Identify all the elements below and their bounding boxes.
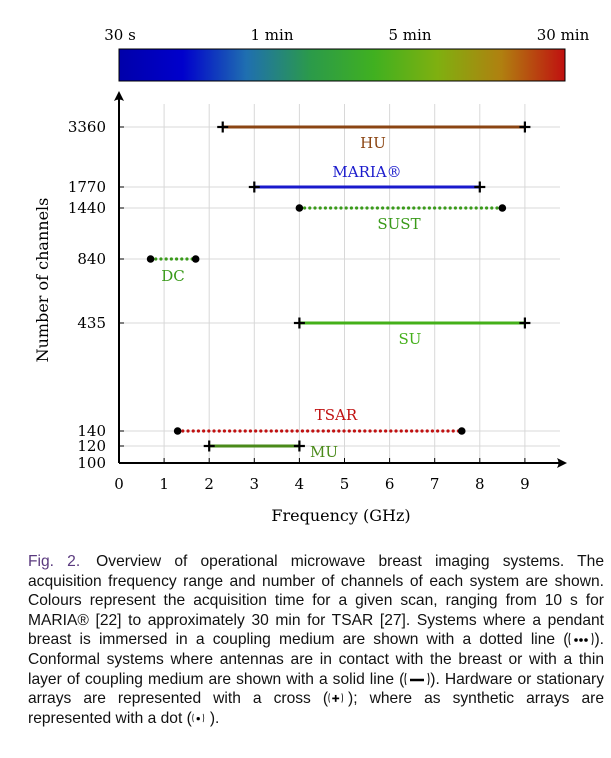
system-hu: HU (217, 121, 531, 152)
system-tsar: TSAR (173, 406, 466, 435)
chart: 30 s 1 min 5 min 30 min 0 1 2 3 4 5 6 7 8 9 3360 1… (33, 26, 590, 525)
dot-marker (457, 427, 466, 435)
caption-part-4: ). Hardware or stationary arrays are rep… (28, 670, 605, 708)
x-tick-label: 0 (114, 475, 124, 493)
system-label: MARIA® (332, 163, 401, 181)
dot-marker (173, 427, 182, 435)
axes (114, 91, 567, 468)
y-tick-label: 1440 (68, 199, 106, 217)
y-tick-label: 840 (77, 250, 106, 268)
x-tick-label: 9 (520, 475, 530, 493)
system-sust: SUST (295, 204, 507, 233)
caption-part-6: ). (209, 709, 220, 727)
x-tick-label: 6 (385, 475, 395, 493)
x-tick-label: 7 (430, 475, 440, 493)
colorbar-label-30s: 30 s (104, 26, 136, 44)
series: HU MARIA® SUST DC SU TSAR MU (146, 121, 531, 461)
y-axis-label: Number of channels (33, 198, 52, 363)
system-label: HU (360, 134, 386, 152)
system-su: SU (293, 317, 531, 348)
x-tick-label: 4 (295, 475, 305, 493)
system-label: SU (399, 330, 422, 348)
system-maria: MARIA® (248, 163, 486, 193)
dot-marker (146, 255, 155, 263)
dot-marker (295, 204, 304, 212)
x-tick-label: 1 (159, 475, 169, 493)
colorbar-gradient (118, 48, 566, 82)
system-label: SUST (377, 215, 420, 233)
system-label: DC (161, 267, 185, 285)
y-tick-label: 435 (77, 314, 106, 332)
y-tick-label: 100 (77, 454, 106, 472)
caption-part-2: ® [22] to approximately 30 min for TSAR … (28, 611, 604, 649)
figure-label: Fig. 2. (28, 553, 81, 570)
x-axis-label: Frequency (GHz) (271, 506, 410, 525)
colorbar-label-1min: 1 min (251, 26, 294, 44)
dot-symbol (192, 713, 204, 723)
dotted-line-symbol (568, 633, 594, 646)
y-tick-label: 3360 (68, 118, 106, 136)
solid-line-symbol (404, 672, 430, 685)
figure-caption: Fig. 2. Overview of operational microwave… (28, 552, 604, 728)
y-tick-label: 140 (77, 422, 106, 440)
y-tick-label: 1770 (68, 178, 106, 196)
x-tick-label: 3 (250, 475, 260, 493)
x-ticks: 0 1 2 3 4 5 6 7 8 9 (114, 458, 530, 493)
y-tick-label: 120 (77, 437, 106, 455)
dot-marker (191, 255, 200, 263)
system-dc: DC (146, 255, 200, 285)
system-label: TSAR (315, 406, 358, 424)
colorbar-label-5min: 5 min (389, 26, 432, 44)
x-tick-label: 2 (204, 475, 214, 493)
dot-marker (498, 204, 507, 212)
colorbar: 30 s 1 min 5 min 30 min (104, 26, 590, 82)
cross-symbol (328, 693, 344, 703)
caption-part-1: Overview of operational microwave breast… (28, 553, 604, 629)
x-tick-label: 5 (340, 475, 350, 493)
system-mu: MU (203, 440, 338, 461)
x-tick-label: 8 (475, 475, 485, 493)
caption-part-3: ). Conformal systems where antennas are … (28, 631, 604, 688)
caption-part-5: ); where as synthetic arrays are represe… (28, 690, 604, 727)
colorbar-label-30min: 30 min (537, 26, 590, 44)
system-label: MU (310, 443, 338, 461)
